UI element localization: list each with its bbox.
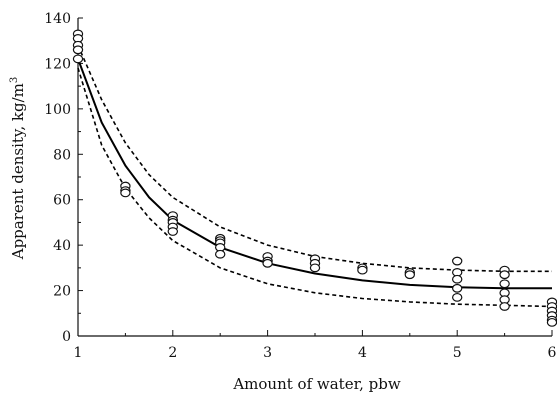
y-axis-title-superscript: 3 [9,77,20,83]
data-point [357,265,368,275]
labels-group: Amount of water, pbw Apparent density, k… [9,77,401,393]
x-tick-label: 2 [168,345,177,361]
x-tick-label: 5 [453,345,462,361]
y-tick-label: 40 [53,238,71,254]
data-point [214,249,226,259]
data-point [309,263,321,273]
x-tick-label: 4 [358,345,367,361]
y-axis-title: Apparent density, kg/m3 [9,77,27,261]
data-point [72,54,84,64]
y-axis-title-text: Apparent density, kg/m [9,83,27,260]
y-tick-label: 0 [62,329,71,345]
data-point [452,274,463,284]
data-point [72,45,84,55]
data-point [167,227,178,236]
data-point [499,302,510,311]
y-tick-label: 20 [53,284,71,300]
y-tick-label: 120 [44,56,71,72]
y-tick-label: 100 [44,102,71,118]
data-point [452,292,463,302]
x-tick-label: 6 [548,345,557,361]
data-point [120,188,131,198]
x-axis-title: Amount of water, pbw [232,375,401,393]
data-point [404,270,415,280]
y-tick-label: 80 [53,147,71,163]
points-group [72,29,557,327]
data-point [499,270,510,280]
confidence-band-curve [77,44,552,273]
data-point [546,317,557,327]
data-point [262,258,273,268]
data-point [452,256,463,266]
x-tick-label: 3 [263,345,272,361]
data-point [452,283,463,293]
y-tick-label: 60 [53,193,71,209]
y-tick-label: 140 [44,11,71,27]
data-point [499,279,510,289]
x-tick-label: 1 [74,345,83,361]
